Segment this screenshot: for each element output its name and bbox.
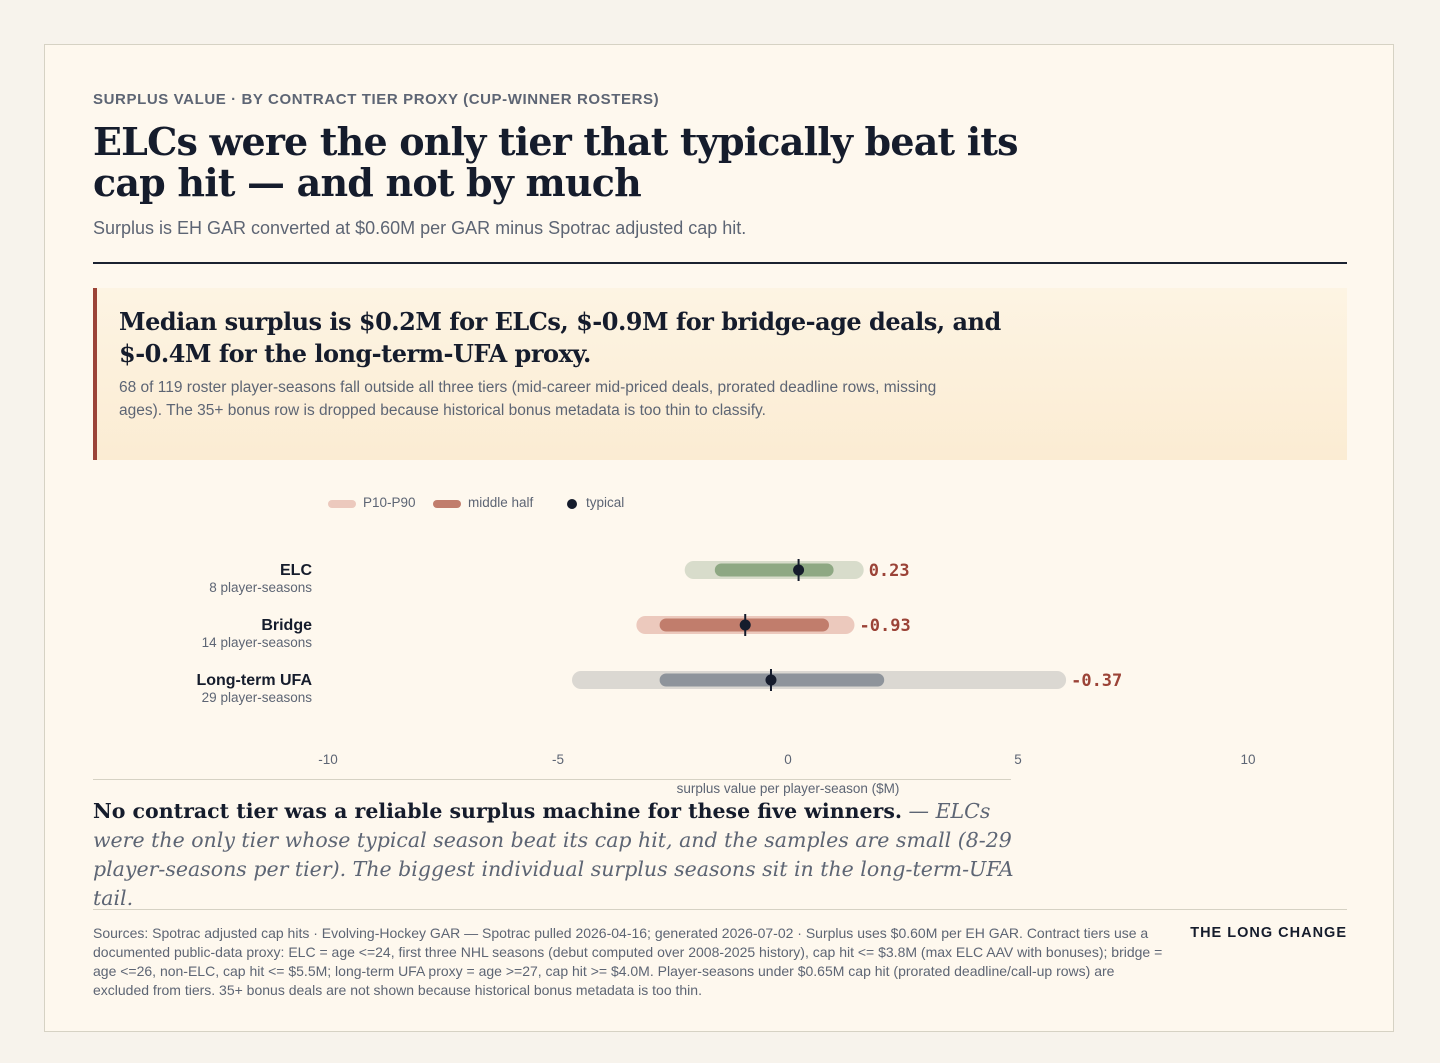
footer-divider [93,909,1347,910]
x-tick-label: 5 [1014,752,1022,767]
chart-card: SURPLUS VALUE · BY CONTRACT TIER PROXY (… [44,44,1394,1032]
median-dot-long-term-ufa [765,674,777,686]
sources-note: Sources: Spotrac adjusted cap hits · Evo… [93,925,1163,998]
x-tick-label: 0 [784,752,792,767]
page-title: ELCs were the only tier that typically b… [93,119,1018,205]
median-dot-elc [793,564,805,576]
value-label-elc: 0.23 [869,561,910,581]
conclusion-lead: No contract tier was a reliable surplus … [93,799,903,823]
value-label-bridge: -0.93 [860,616,911,636]
x-axis: -10 -5 0 5 10 surplus value per player-season… [318,752,1255,796]
x-tick-label: -10 [318,752,338,767]
legend-dot-typical [567,499,577,509]
legend-swatch-outer-range [328,500,356,508]
chart-divider [93,779,1011,780]
legend-label-typical: typical [586,495,625,510]
x-axis-label: surplus value per player-season ($M) [677,781,900,796]
median-dot-bridge [739,619,751,631]
x-tick-label: -5 [552,752,564,767]
brand-logo: THE LONG CHANGE [1190,925,1347,941]
callout-headline: Median surplus is $0.2M for ELCs, $-0.9M… [119,307,1001,368]
conclusion: No contract tier was a reliable surplus … [93,797,1033,913]
row-label-elc: ELC [280,562,312,579]
value-label-long-term-ufa: -0.37 [1071,671,1122,691]
legend-swatch-middle-half [433,500,461,508]
conclusion-rest: — ELCs were the only tier whose typical … [93,799,1014,910]
row-label-bridge: Bridge [261,617,312,634]
legend-label-middle-half: middle half [468,495,534,510]
subtitle: Surplus is EH GAR converted at $0.60M pe… [93,218,747,238]
kicker: SURPLUS VALUE · BY CONTRACT TIER PROXY (… [93,91,660,108]
x-tick-label: 10 [1240,752,1255,767]
row-sample-bridge: 14 player-seasons [202,635,313,650]
row-sample-elc: 8 player-seasons [209,580,312,595]
callout-body: 68 of 119 roster player-seasons fall out… [119,379,937,419]
row-label-long-term-ufa: Long-term UFA [196,672,312,689]
legend-label-p10-p90: P10-P90 [363,495,416,510]
callout-box: Median surplus is $0.2M for ELCs, $-0.9M… [93,288,1347,460]
header-divider [93,262,1347,264]
row-sample-long-term-ufa: 29 player-seasons [202,690,313,705]
